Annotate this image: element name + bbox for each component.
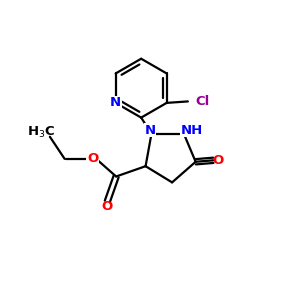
- Text: O: O: [101, 200, 112, 213]
- Text: N: N: [110, 96, 121, 110]
- Text: O: O: [213, 154, 224, 167]
- Text: O: O: [87, 152, 98, 165]
- Text: NH: NH: [181, 124, 203, 137]
- Text: Cl: Cl: [196, 95, 210, 108]
- Text: N: N: [144, 124, 156, 137]
- Text: H$_3$C: H$_3$C: [27, 125, 55, 140]
